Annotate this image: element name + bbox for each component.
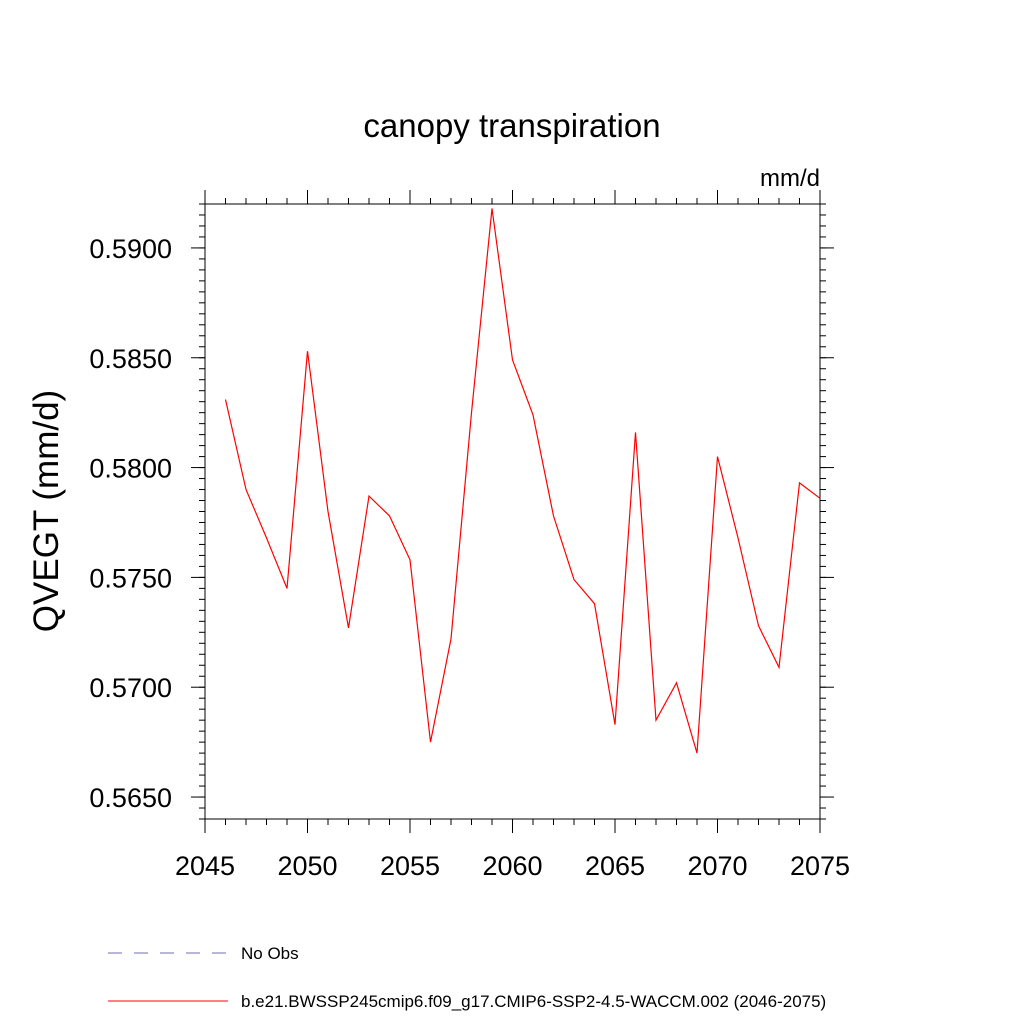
units-label: mm/d [760, 165, 820, 192]
y-axis-label: QVEGT (mm/d) [27, 390, 66, 632]
series-line [224, 208, 821, 754]
y-tick-label: 0.5800 [89, 454, 172, 484]
data-point [737, 536, 740, 539]
data-point [798, 481, 801, 484]
x-tick-label: 2055 [380, 851, 440, 881]
data-point [286, 587, 289, 590]
x-tick-label: 2075 [790, 851, 850, 881]
data-point [429, 741, 432, 744]
data-point [696, 752, 699, 755]
data-point [614, 723, 617, 726]
x-tick-label: 2050 [277, 851, 337, 881]
data-point [655, 719, 658, 722]
data-point [450, 637, 453, 640]
data-point [265, 536, 268, 539]
data-point [778, 666, 781, 669]
legend: No Obs b.e21.BWSSP245cmip6.f09_g17.CMIP6-… [108, 944, 826, 1011]
data-point [532, 413, 535, 416]
data-point [757, 624, 760, 627]
x-tick-label: 2060 [482, 851, 542, 881]
y-tick-label: 0.5750 [89, 563, 172, 593]
legend-label: No Obs [241, 944, 299, 963]
y-tick-label: 0.5850 [89, 344, 172, 374]
data-point [224, 398, 227, 401]
chart-title: canopy transpiration [363, 107, 660, 144]
data-point [368, 495, 371, 498]
data-point [491, 207, 494, 210]
data-point [593, 602, 596, 605]
y-tick-label: 0.5650 [89, 783, 172, 813]
data-point [634, 431, 637, 434]
plot-area: 2045 2050 2055 2060 2065 2070 2075 0.5650 0.5700… [89, 190, 850, 881]
data-point [347, 626, 350, 629]
x-tick-label: 2065 [585, 851, 645, 881]
data-point [306, 350, 309, 353]
y-tick-label: 0.5700 [89, 673, 172, 703]
data-point [327, 510, 330, 513]
data-point [388, 514, 391, 517]
data-point [819, 497, 822, 500]
legend-label: b.e21.BWSSP245cmip6.f09_g17.CMIP6-SSP2-4… [241, 992, 826, 1011]
data-point [716, 455, 719, 458]
data-point [573, 578, 576, 581]
data-point [675, 681, 678, 684]
y-tick-label: 0.5900 [89, 234, 172, 264]
data-point [470, 411, 473, 414]
plot-frame [204, 203, 821, 820]
data-point [409, 558, 412, 561]
data-point [552, 514, 555, 517]
x-tick-label: 2045 [175, 851, 235, 881]
data-point [511, 358, 514, 361]
x-tick-label: 2070 [687, 851, 747, 881]
data-point [245, 488, 248, 491]
